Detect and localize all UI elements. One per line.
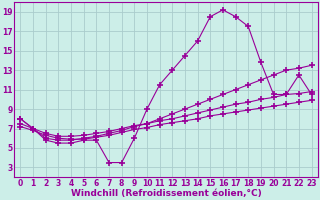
X-axis label: Windchill (Refroidissement éolien,°C): Windchill (Refroidissement éolien,°C) [71,189,261,198]
